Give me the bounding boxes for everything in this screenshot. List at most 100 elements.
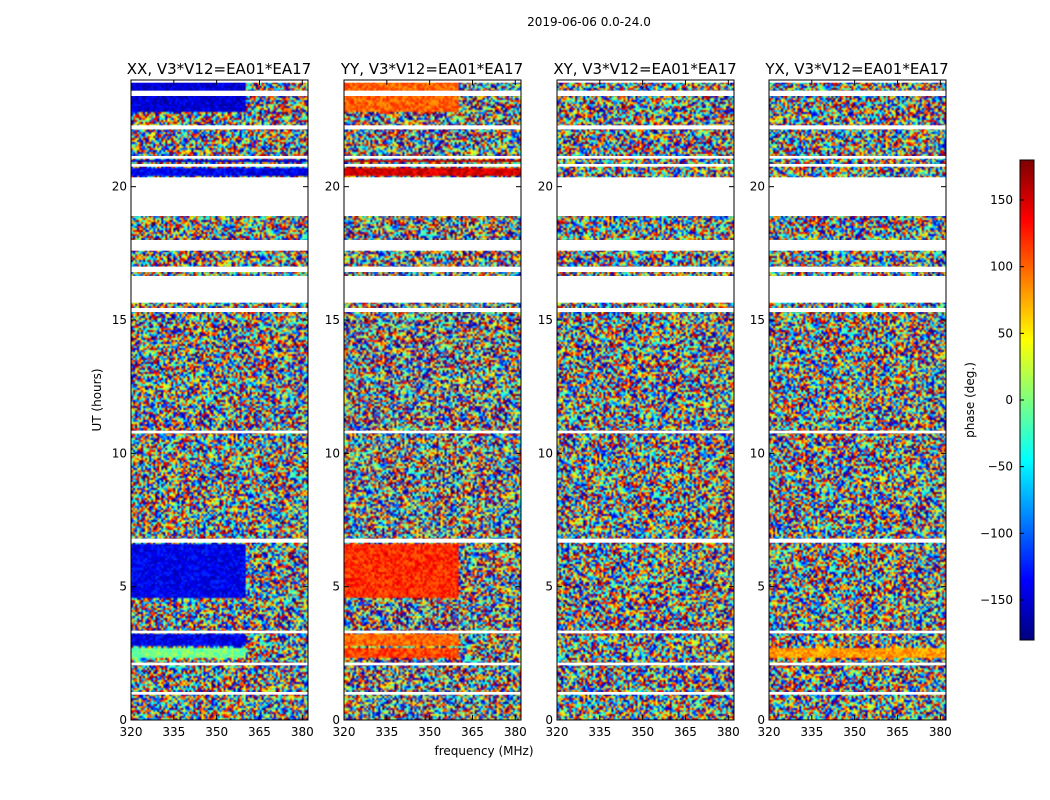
y-tick-label: 0 bbox=[757, 713, 765, 727]
flagged-band bbox=[769, 90, 946, 96]
phase-heatmap bbox=[769, 80, 946, 720]
x-tick-label: 365 bbox=[248, 725, 271, 739]
flagged-band bbox=[131, 692, 308, 695]
flagged-band bbox=[557, 240, 734, 251]
flagged-band bbox=[344, 80, 521, 83]
flagged-band bbox=[557, 80, 734, 83]
y-tick-label: 10 bbox=[750, 446, 765, 460]
x-tick-label: 365 bbox=[461, 725, 484, 739]
y-axis-label: UT (hours) bbox=[90, 368, 104, 431]
flagged-band bbox=[344, 164, 521, 167]
flagged-band bbox=[131, 240, 308, 251]
flagged-band bbox=[769, 692, 946, 695]
colorbar-tick-label: −100 bbox=[980, 526, 1013, 540]
y-tick-label: 15 bbox=[112, 313, 127, 327]
x-axis-label: frequency (MHz) bbox=[434, 744, 533, 758]
flagged-band bbox=[344, 177, 521, 216]
flagged-band bbox=[344, 276, 521, 303]
x-tick-label: 380 bbox=[504, 725, 527, 739]
flagged-band bbox=[769, 662, 946, 666]
flagged-band bbox=[131, 538, 308, 543]
flagged-band bbox=[769, 177, 946, 216]
x-tick-label: 380 bbox=[929, 725, 952, 739]
y-tick-label: 20 bbox=[325, 180, 340, 194]
colorbar: 150 100 50 0 −50 −100 −150 phase (deg.) bbox=[963, 159, 1035, 641]
flagged-band bbox=[344, 240, 521, 251]
heatmap-area: 320 335 350 365 380 0 5 10 15 20 bbox=[750, 79, 952, 739]
x-tick-label: 320 bbox=[120, 725, 143, 739]
x-tick-label: 380 bbox=[717, 725, 740, 739]
flagged-band bbox=[557, 177, 734, 216]
panel-title: XX, V3*V12=EA01*EA17 bbox=[127, 60, 311, 78]
flagged-band bbox=[557, 276, 734, 303]
x-tick-label: 335 bbox=[588, 725, 611, 739]
panel-yx: YX, V3*V12=EA01*EA17 320 335 350 365 380 0 5 10… bbox=[750, 60, 952, 739]
flagged-band bbox=[344, 692, 521, 695]
heatmap-area: 320 335 350 365 380 0 5 10 15 20 bbox=[538, 79, 740, 739]
x-tick-label: 380 bbox=[291, 725, 314, 739]
flagged-band bbox=[131, 80, 308, 83]
x-tick-label: 320 bbox=[758, 725, 781, 739]
flagged-band bbox=[131, 276, 308, 303]
y-tick-label: 15 bbox=[750, 313, 765, 327]
flagged-band bbox=[131, 90, 308, 96]
heatmap-area: 320 335 350 365 380 0 5 10 15 20 bbox=[325, 79, 527, 739]
y-tick-label: 5 bbox=[332, 580, 340, 594]
flagged-band bbox=[557, 692, 734, 695]
flagged-band bbox=[131, 177, 308, 216]
y-tick-label: 5 bbox=[545, 580, 553, 594]
y-tick-label: 20 bbox=[750, 180, 765, 194]
y-tick-label: 15 bbox=[325, 313, 340, 327]
flagged-band bbox=[557, 662, 734, 666]
y-tick-label: 10 bbox=[325, 446, 340, 460]
x-tick-label: 320 bbox=[333, 725, 356, 739]
flagged-band bbox=[557, 538, 734, 543]
y-tick-label: 20 bbox=[112, 180, 127, 194]
x-tick-label: 365 bbox=[674, 725, 697, 739]
x-tick-label: 335 bbox=[800, 725, 823, 739]
phase-heatmap bbox=[344, 80, 521, 720]
x-tick-label: 350 bbox=[205, 725, 228, 739]
flagged-band bbox=[131, 266, 308, 272]
figure-title: 2019-06-06 0.0-24.0 bbox=[527, 15, 651, 29]
colorbar-ticks: 150 100 50 0 −50 −100 −150 bbox=[980, 193, 1024, 607]
y-tick-label: 0 bbox=[332, 713, 340, 727]
colorbar-tick-label: −150 bbox=[980, 593, 1013, 607]
panel-title: XY, V3*V12=EA01*EA17 bbox=[553, 60, 736, 78]
flagged-band bbox=[344, 90, 521, 96]
panel-frame bbox=[768, 79, 947, 721]
phase-heatmap bbox=[557, 80, 734, 720]
flagged-band bbox=[769, 156, 946, 159]
x-tick-label: 365 bbox=[886, 725, 909, 739]
x-tick-label: 320 bbox=[546, 725, 569, 739]
flagged-band bbox=[344, 538, 521, 543]
flagged-band bbox=[769, 430, 946, 434]
flagged-band bbox=[557, 125, 734, 130]
phase-heatmap bbox=[131, 80, 308, 720]
colorbar-tick-label: 100 bbox=[990, 260, 1013, 274]
flagged-band bbox=[131, 125, 308, 130]
flagged-band bbox=[557, 164, 734, 167]
colorbar-tick-label: 150 bbox=[990, 193, 1013, 207]
flagged-band bbox=[344, 630, 521, 634]
flagged-band bbox=[344, 156, 521, 159]
panel-xx: XX, V3*V12=EA01*EA17 320 335 350 365 380 0 5 10… bbox=[112, 60, 314, 739]
y-tick-label: 10 bbox=[538, 446, 553, 460]
flagged-band bbox=[131, 630, 308, 634]
flagged-band bbox=[344, 125, 521, 130]
flagged-band bbox=[769, 630, 946, 634]
x-tick-label: 350 bbox=[418, 725, 441, 739]
panel-title: YX, V3*V12=EA01*EA17 bbox=[764, 60, 948, 78]
panel-frame bbox=[556, 79, 735, 721]
flagged-band bbox=[769, 308, 946, 312]
panel-frame bbox=[130, 79, 309, 721]
y-tick-label: 20 bbox=[538, 180, 553, 194]
x-tick-label: 350 bbox=[843, 725, 866, 739]
flagged-band bbox=[557, 156, 734, 159]
y-tick-label: 15 bbox=[538, 313, 553, 327]
y-tick-label: 5 bbox=[119, 580, 127, 594]
colorbar-label: phase (deg.) bbox=[963, 362, 977, 438]
flagged-band bbox=[344, 266, 521, 272]
flagged-band bbox=[344, 308, 521, 312]
